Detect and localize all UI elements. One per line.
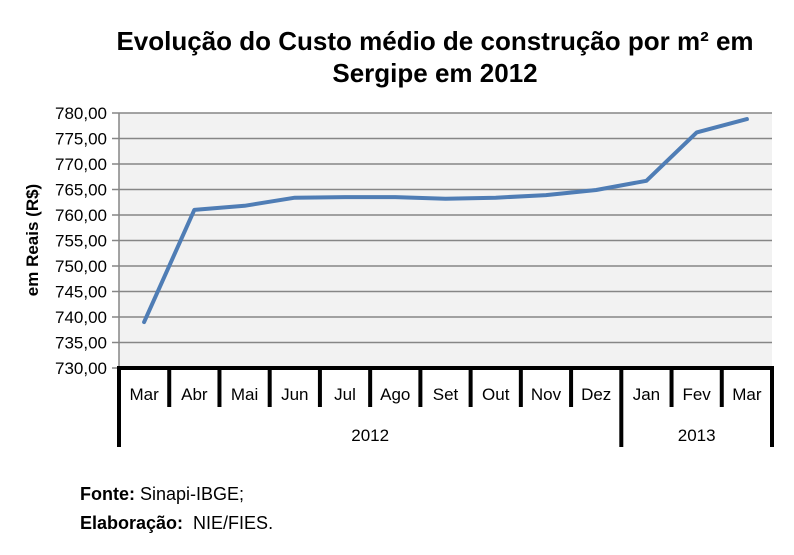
line-chart: Evolução do Custo médio de construção po… xyxy=(23,26,774,447)
y-tick-label: 740,00 xyxy=(55,308,107,327)
source-note: Fonte: Sinapi-IBGE; xyxy=(80,484,244,505)
x-tick-label: Abr xyxy=(181,385,208,404)
x-tick-label: Mar xyxy=(129,385,159,404)
y-tick-label: 735,00 xyxy=(55,334,107,353)
x-tick-label: Ago xyxy=(380,385,410,404)
y-tick-label: 750,00 xyxy=(55,257,107,276)
elaboration-note: Elaboração: NIE/FIES. xyxy=(80,513,273,534)
y-tick-label: 780,00 xyxy=(55,104,107,123)
y-tick-label: 745,00 xyxy=(55,283,107,302)
x-tick-label: Jan xyxy=(633,385,660,404)
elaboration-value: NIE/FIES. xyxy=(183,513,274,533)
x-tick-label: Set xyxy=(433,385,459,404)
chart-title-line-1: Evolução do Custo médio de construção po… xyxy=(116,26,753,56)
source-label: Fonte: xyxy=(80,484,135,504)
y-tick-label: 775,00 xyxy=(55,130,107,149)
x-group-label: 2013 xyxy=(678,426,716,445)
y-tick-label: 755,00 xyxy=(55,232,107,251)
x-tick-label: Jun xyxy=(281,385,308,404)
x-tick-label: Mar xyxy=(732,385,762,404)
x-tick-label: Dez xyxy=(581,385,611,404)
y-tick-label: 765,00 xyxy=(55,181,107,200)
y-tick-label: 760,00 xyxy=(55,206,107,225)
y-tick-label: 730,00 xyxy=(55,359,107,378)
x-tick-label: Fev xyxy=(682,385,711,404)
source-value: Sinapi-IBGE; xyxy=(134,484,245,504)
x-tick-label: Mai xyxy=(231,385,258,404)
x-tick-label: Jul xyxy=(334,385,356,404)
x-tick-label: Nov xyxy=(531,385,562,404)
y-axis-label: em Reais (R$) xyxy=(23,184,42,296)
chart-title-line-2: Sergipe em 2012 xyxy=(332,58,537,88)
elaboration-label: Elaboração: xyxy=(80,513,184,533)
x-tick-label: Out xyxy=(482,385,510,404)
x-group-label: 2012 xyxy=(351,426,389,445)
y-tick-label: 770,00 xyxy=(55,155,107,174)
